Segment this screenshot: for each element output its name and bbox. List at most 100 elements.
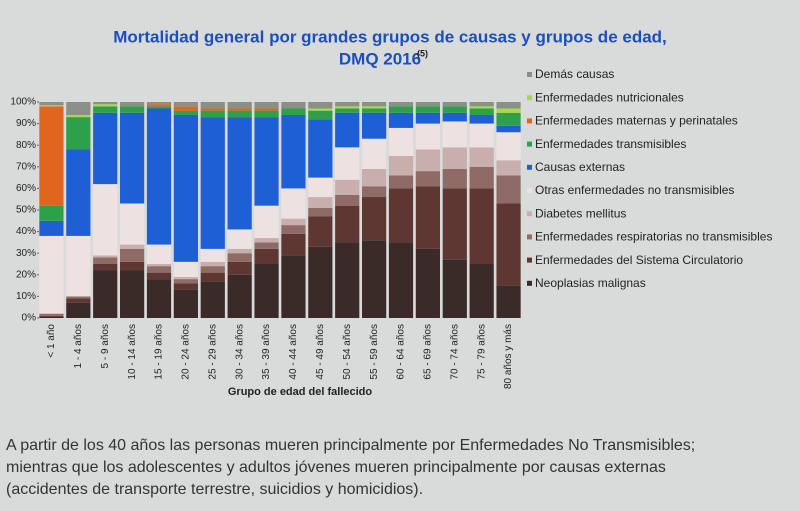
bar-segment <box>281 102 306 109</box>
bar-segment <box>254 102 279 109</box>
bar-segment <box>120 261 145 271</box>
bar-segment <box>388 188 414 243</box>
bar-segment <box>173 279 198 284</box>
bar-segment <box>496 108 521 113</box>
bar-segment <box>227 261 252 275</box>
legend-label: Otras enfermedades no transmisibles <box>535 183 734 197</box>
bar-segment <box>335 147 360 180</box>
bar-segment <box>254 264 279 318</box>
bar-segment <box>496 285 521 318</box>
bar-segment <box>442 121 467 148</box>
bar-segment <box>173 106 198 111</box>
bar-segment <box>362 102 387 107</box>
bar-segment <box>281 218 306 226</box>
bar-segment <box>173 102 198 107</box>
bar-segment <box>146 264 172 267</box>
legend-label: Enfermedades maternas y perinatales <box>535 114 738 128</box>
bar-segment <box>388 127 414 156</box>
chart-subtitle: DMQ 2016 <box>339 49 421 68</box>
bar-segment <box>281 188 306 219</box>
bar-segment <box>39 102 64 106</box>
legend-swatch <box>527 164 532 170</box>
bar-segment <box>415 171 440 187</box>
bar-segment <box>281 233 306 256</box>
bar-segment <box>362 138 387 169</box>
legend-label: Neoplasias malignas <box>535 276 646 290</box>
bar-segment <box>442 188 467 260</box>
bar-segment <box>362 106 387 109</box>
legend-label: Causas externas <box>535 160 625 174</box>
bar-segment <box>93 255 118 258</box>
bar-segment <box>200 266 225 273</box>
x-tick-label: 10 - 14 años <box>127 324 138 380</box>
bar-segment <box>362 112 387 139</box>
bar-segment <box>39 313 64 316</box>
x-tick-label: 35 - 39 años <box>261 324 272 380</box>
x-tick-label: 70 - 74 años <box>449 324 460 380</box>
legend-label: Enfermedades del Sistema Circulatorio <box>535 253 743 267</box>
bar-segment <box>388 156 414 176</box>
bar-segment <box>496 125 521 133</box>
bar-segment <box>173 289 198 318</box>
legend-swatch <box>527 280 532 286</box>
bar-segment <box>66 117 91 150</box>
y-tick-label: 70% <box>16 161 36 172</box>
bar-segment <box>442 102 467 107</box>
bar-segment <box>146 266 172 273</box>
bar-segment <box>146 244 172 264</box>
bar-segment <box>308 207 333 217</box>
bar-segment <box>469 102 494 107</box>
bar-segment <box>173 114 198 262</box>
bar-segment <box>120 112 145 204</box>
bar-segment <box>281 225 306 234</box>
bar-segment <box>388 242 414 318</box>
bar-segment <box>66 235 91 297</box>
y-tick-label: 10% <box>16 291 36 302</box>
bar-segment <box>388 112 414 128</box>
chart-title: Mortalidad general por grandes grupos de… <box>113 27 667 46</box>
y-tick-label: 40% <box>16 226 36 237</box>
bar-segment <box>335 205 360 243</box>
bar-segment <box>200 117 225 249</box>
bar-segment <box>93 106 118 113</box>
x-tick-label: 20 - 24 años <box>181 324 192 380</box>
bar-segment <box>120 102 145 107</box>
bar-segment <box>308 216 333 247</box>
legend-swatch <box>527 234 532 240</box>
bar-segment <box>362 197 387 241</box>
caption: (accidentes de transporte terrestre, sui… <box>6 481 423 498</box>
bar-segment <box>146 106 172 109</box>
bar-segment <box>39 235 64 314</box>
bar-segment <box>415 186 440 249</box>
bar-segment <box>93 270 118 318</box>
legend-swatch <box>527 257 532 263</box>
bar-segment <box>66 102 91 115</box>
bar-segment <box>120 270 145 318</box>
bar-segment <box>173 261 198 277</box>
bar-segment <box>254 238 279 243</box>
bar-segment <box>173 110 198 115</box>
bar-segment <box>146 272 172 280</box>
caption: A partir de los 40 años las personas mue… <box>6 437 695 454</box>
bar-segment <box>308 177 333 198</box>
y-tick-label: 100% <box>10 97 36 108</box>
x-tick-label: 25 - 29 años <box>207 324 218 380</box>
bar-segment <box>442 112 467 122</box>
bar-segment <box>39 220 64 236</box>
x-tick-label: 50 - 54 años <box>342 324 353 380</box>
bar-segment <box>227 108 252 111</box>
legend-label: Diabetes mellitus <box>535 206 626 220</box>
bar-segment <box>415 106 440 113</box>
x-tick-label: 75 - 79 años <box>476 324 487 380</box>
bar-segment <box>173 283 198 290</box>
bar-segment <box>308 110 333 120</box>
bar-segment <box>254 108 279 111</box>
bar-segment <box>39 205 64 221</box>
legend-label: Demás causas <box>535 67 614 81</box>
bar-segment <box>173 276 198 280</box>
y-tick-label: 20% <box>16 269 36 280</box>
bar-segment <box>308 108 333 111</box>
bar-segment <box>415 123 440 150</box>
